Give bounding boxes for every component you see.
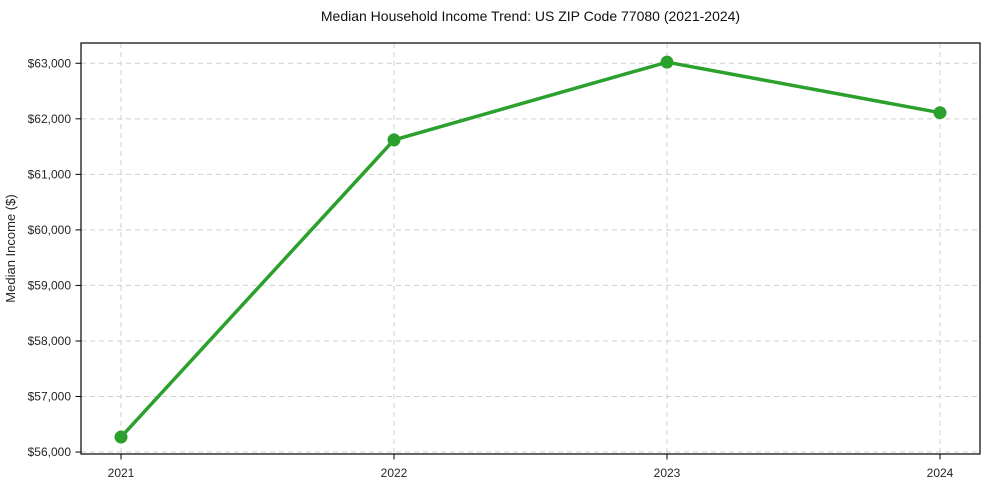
y-tick-label: $56,000 xyxy=(28,445,72,459)
axis-ticks xyxy=(75,62,941,460)
x-tick-label: 2021 xyxy=(108,466,135,480)
x-tick-label: 2022 xyxy=(381,466,408,480)
y-axis-label: Median Income ($) xyxy=(3,194,18,302)
y-tick-label: $61,000 xyxy=(28,167,72,181)
y-tick-label: $57,000 xyxy=(28,390,72,404)
data-point-marker xyxy=(933,106,947,120)
axis-tick-labels: $56,000 $57,000 $58,000 $59,000 $60,000 $61,0… xyxy=(28,56,954,480)
data-point-markers xyxy=(114,55,947,444)
plot-frame xyxy=(80,42,981,455)
y-tick-label: $60,000 xyxy=(28,223,72,237)
data-point-marker xyxy=(114,430,128,444)
y-tick-label: $63,000 xyxy=(28,56,72,70)
data-point-marker xyxy=(660,55,674,69)
x-tick-label: 2023 xyxy=(654,466,681,480)
x-tick-label: 2024 xyxy=(927,466,954,480)
y-tick-label: $58,000 xyxy=(28,334,72,348)
gridlines xyxy=(81,43,980,454)
y-tick-label: $59,000 xyxy=(28,279,72,293)
income-trend-line xyxy=(119,60,942,439)
chart-title: Median Household Income Trend: US ZIP Co… xyxy=(321,8,740,24)
data-point-marker xyxy=(387,133,401,147)
y-tick-label: $62,000 xyxy=(28,112,72,126)
